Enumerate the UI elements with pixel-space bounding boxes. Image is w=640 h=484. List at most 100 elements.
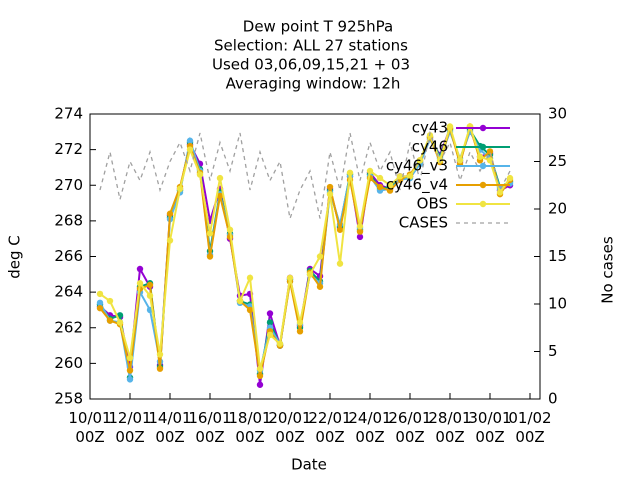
data-point	[206, 230, 214, 237]
chart-title: Dew point T 925hPa	[243, 18, 393, 36]
x-tick-label: 30/01 00Z	[468, 409, 511, 446]
data-point	[116, 319, 124, 326]
data-point	[186, 137, 194, 144]
data-point	[266, 310, 274, 317]
legend-label: cy46	[412, 138, 448, 156]
data-point	[126, 376, 134, 383]
legend-label: OBS	[417, 195, 448, 213]
data-point	[486, 148, 494, 155]
y2-axis-label: No cases	[599, 236, 617, 304]
data-point	[356, 223, 364, 230]
data-point	[456, 157, 464, 164]
data-point	[196, 171, 204, 178]
data-point	[266, 319, 274, 326]
y-tick-label: 268	[54, 211, 83, 229]
data-point	[206, 253, 214, 260]
data-point	[406, 173, 414, 180]
data-point	[326, 190, 334, 198]
y-tick-label: 258	[54, 390, 83, 408]
data-point	[376, 174, 384, 182]
data-point	[386, 187, 394, 194]
x-tick-label: 26/01 00Z	[388, 409, 431, 446]
data-point	[126, 367, 134, 374]
y-tick-label: 264	[54, 283, 83, 301]
data-point	[316, 253, 324, 260]
chart-title: Averaging window: 12h	[226, 75, 401, 93]
chart-title: Used 03,06,09,15,21 + 03	[212, 56, 410, 74]
data-point	[396, 173, 404, 180]
data-point	[446, 123, 454, 130]
data-point	[336, 226, 344, 233]
legend-marker	[479, 143, 487, 151]
data-point	[266, 331, 274, 339]
data-point	[136, 280, 144, 287]
data-point	[286, 274, 294, 282]
y2-tick-label: 10	[548, 295, 567, 313]
legend-marker	[479, 200, 487, 208]
data-point	[486, 157, 494, 164]
y-tick-label: 262	[54, 318, 83, 336]
data-point	[216, 192, 224, 200]
x-tick-label: 01/02 00Z	[508, 409, 551, 446]
data-point	[216, 174, 224, 182]
legend-label: cy46_v4	[386, 176, 448, 195]
y-tick-label: 274	[54, 105, 83, 123]
data-point	[106, 317, 114, 324]
data-point	[236, 297, 244, 305]
y2-tick-label: 25	[548, 152, 567, 170]
data-point	[136, 265, 144, 273]
legend-label: CASES	[399, 214, 448, 232]
x-tick-label: 24/01 00Z	[348, 409, 391, 446]
data-point	[416, 157, 424, 164]
data-point	[356, 228, 364, 235]
x-tick-label: 22/01 00Z	[308, 409, 351, 446]
data-point	[106, 297, 114, 305]
data-point	[316, 283, 324, 290]
data-point	[376, 183, 384, 191]
x-axis-label: Date	[291, 456, 327, 474]
data-point	[366, 167, 374, 175]
data-point	[256, 381, 264, 388]
y-axis-label: deg C	[6, 235, 24, 279]
legend-marker	[479, 181, 487, 189]
y2-tick-label: 5	[548, 342, 558, 360]
data-point	[496, 189, 504, 196]
data-point	[226, 226, 234, 233]
data-point	[246, 274, 254, 282]
data-point	[176, 185, 184, 193]
legend-label: cy46_v3	[386, 157, 448, 176]
data-point	[166, 210, 174, 217]
y2-tick-label: 30	[548, 105, 567, 123]
y2-tick-label: 0	[548, 390, 558, 408]
data-point	[146, 281, 154, 289]
x-tick-label: 18/01 00Z	[228, 409, 271, 446]
data-point	[186, 146, 194, 153]
data-point	[156, 365, 164, 372]
data-point	[506, 174, 514, 182]
data-point	[276, 340, 284, 347]
x-tick-label: 10/01 00Z	[68, 409, 111, 446]
legend-marker	[479, 162, 487, 170]
data-point	[476, 153, 484, 160]
series-line	[99, 130, 511, 222]
data-point	[96, 299, 104, 307]
data-point	[326, 183, 334, 191]
y2-tick-label: 15	[548, 247, 567, 265]
data-point	[296, 328, 304, 335]
x-tick-label: 14/01 00Z	[148, 409, 191, 446]
data-point	[256, 372, 264, 380]
legend-marker	[479, 124, 487, 132]
data-point	[296, 319, 304, 326]
data-point	[146, 292, 154, 299]
x-tick-label: 28/01 00Z	[428, 409, 471, 446]
data-point	[126, 354, 134, 362]
data-point	[256, 365, 264, 372]
x-tick-label: 16/01 00Z	[188, 409, 231, 446]
chart-title: Selection: ALL 27 stations	[214, 37, 408, 55]
data-point	[246, 306, 254, 314]
series-line	[99, 122, 511, 370]
y2-tick-label: 20	[548, 200, 567, 218]
y-tick-label: 270	[54, 176, 83, 194]
x-tick-label: 12/01 00Z	[108, 409, 151, 446]
